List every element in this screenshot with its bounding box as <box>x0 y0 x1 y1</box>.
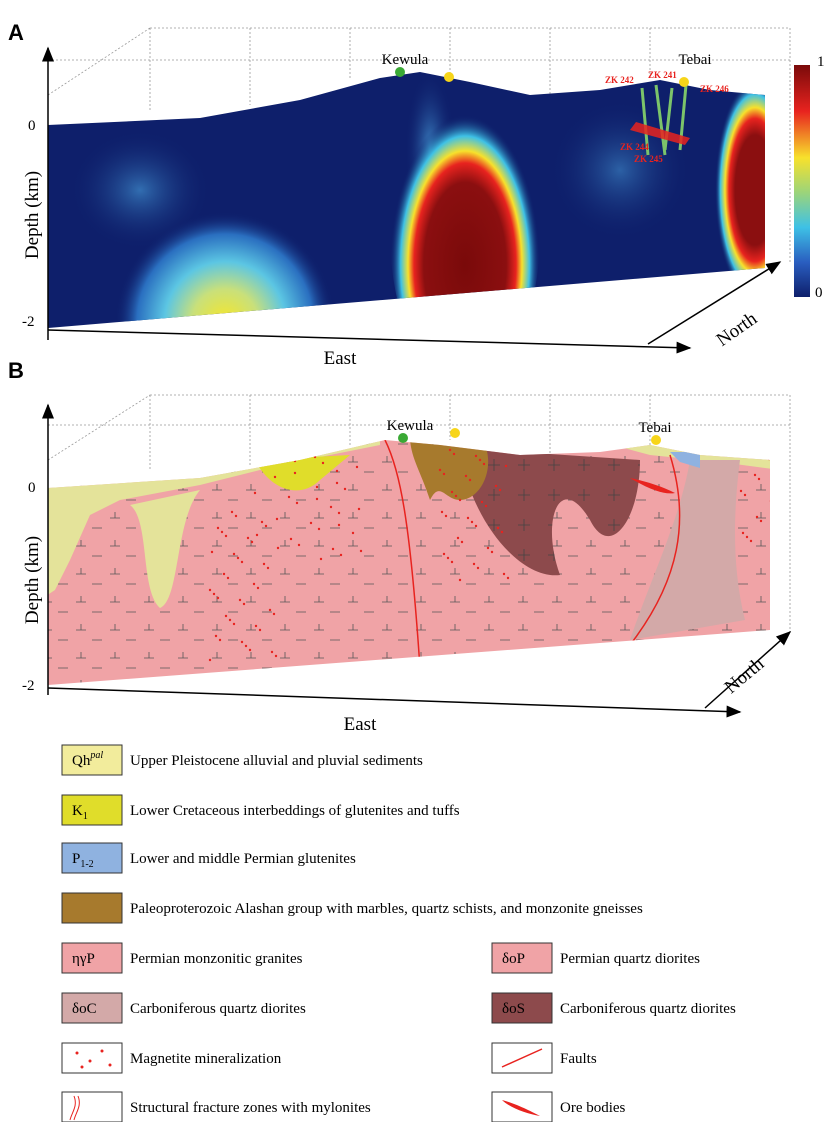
figure: A Kewula Tebai ZK 242 ZK 241 ZK 246 ZK 2… <box>0 0 826 1122</box>
x-axis-label: East <box>324 348 357 369</box>
colorbar <box>794 65 810 297</box>
symbol-sup: pal <box>89 750 103 761</box>
symbol: P <box>72 851 80 867</box>
place-name: Kewula <box>387 418 434 434</box>
legend-swatch <box>62 893 122 923</box>
symbol: δoC <box>72 1001 97 1017</box>
dot-symbol <box>89 1060 92 1063</box>
place-marker <box>395 67 405 77</box>
symbol: Qh <box>72 753 91 769</box>
dot-symbol <box>101 1050 104 1053</box>
legend-text: Carboniferous quartz diorites <box>560 1001 736 1017</box>
dot-symbol <box>81 1066 84 1069</box>
legend-text: Lower and middle Permian glutenites <box>130 851 356 867</box>
legend-text: Paleoproterozoic Alashan group with marb… <box>130 901 643 917</box>
drill-label: ZK 242 <box>605 75 634 85</box>
place-marker <box>444 72 454 82</box>
legend-text: Structural fracture zones with mylonites <box>130 1100 371 1116</box>
symbol-sub: 1-2 <box>80 859 93 870</box>
drill-label: ZK 246 <box>700 84 729 94</box>
depth-label: -2 <box>22 678 35 694</box>
place-marker <box>679 77 689 87</box>
z-axis-label: North <box>713 308 762 351</box>
depth-label: 0 <box>28 118 36 134</box>
symbol-sub: 1 <box>83 811 88 822</box>
legend-text: Upper Pleistocene alluvial and pluvial s… <box>130 753 423 769</box>
depth-label: -2 <box>22 314 35 330</box>
symbol: ηγP <box>72 951 95 967</box>
legend: Qhpal Upper Pleistocene alluvial and pluv… <box>62 745 736 1122</box>
axis <box>48 330 690 348</box>
legend-symbol: δoS <box>502 1001 525 1017</box>
symbol: δoS <box>502 1001 525 1017</box>
legend-symbol: δoC <box>72 1001 97 1017</box>
dot-symbol <box>109 1064 112 1067</box>
depth-label: 0 <box>28 480 36 496</box>
place-marker <box>450 428 460 438</box>
symbol: K <box>72 803 83 819</box>
legend-swatch <box>62 1043 122 1073</box>
legend-text: Lower Cretaceous interbeddings of gluten… <box>130 803 460 819</box>
y-axis-label: Depth (km) <box>22 536 43 624</box>
legend-swatch <box>62 795 122 825</box>
colorbar-label: 0 <box>815 285 823 301</box>
colorbar-label: 1 <box>817 54 825 70</box>
drill-label: ZK 244 <box>620 142 649 152</box>
legend-text: Ore bodies <box>560 1100 626 1116</box>
geology-section <box>40 410 810 700</box>
panel-label: A <box>8 20 24 45</box>
drill-label: ZK 241 <box>648 70 677 80</box>
place-name: Tebai <box>678 52 711 68</box>
dot-symbol <box>76 1052 79 1055</box>
legend-symbol: ηγP <box>72 951 95 967</box>
legend-text: Magnetite mineralization <box>130 1051 282 1067</box>
legend-text: Faults <box>560 1051 597 1067</box>
panel-label: B <box>8 358 24 383</box>
z-axis-label: North <box>721 653 769 698</box>
axis <box>48 688 740 712</box>
place-name: Kewula <box>382 52 429 68</box>
place-marker <box>398 433 408 443</box>
y-axis-label: Depth (km) <box>22 171 43 259</box>
place-name: Tebai <box>638 420 671 436</box>
legend-swatch <box>492 1092 552 1122</box>
symbol: δoP <box>502 951 525 967</box>
drill-label: ZK 245 <box>634 154 663 164</box>
legend-text: Carboniferous quartz diorites <box>130 1001 306 1017</box>
legend-text: Permian quartz diorites <box>560 951 700 967</box>
legend-text: Permian monzonitic granites <box>130 951 303 967</box>
anomaly-section <box>40 60 795 410</box>
x-axis-label: East <box>344 714 377 735</box>
legend-symbol: δoP <box>502 951 525 967</box>
place-marker <box>651 435 661 445</box>
